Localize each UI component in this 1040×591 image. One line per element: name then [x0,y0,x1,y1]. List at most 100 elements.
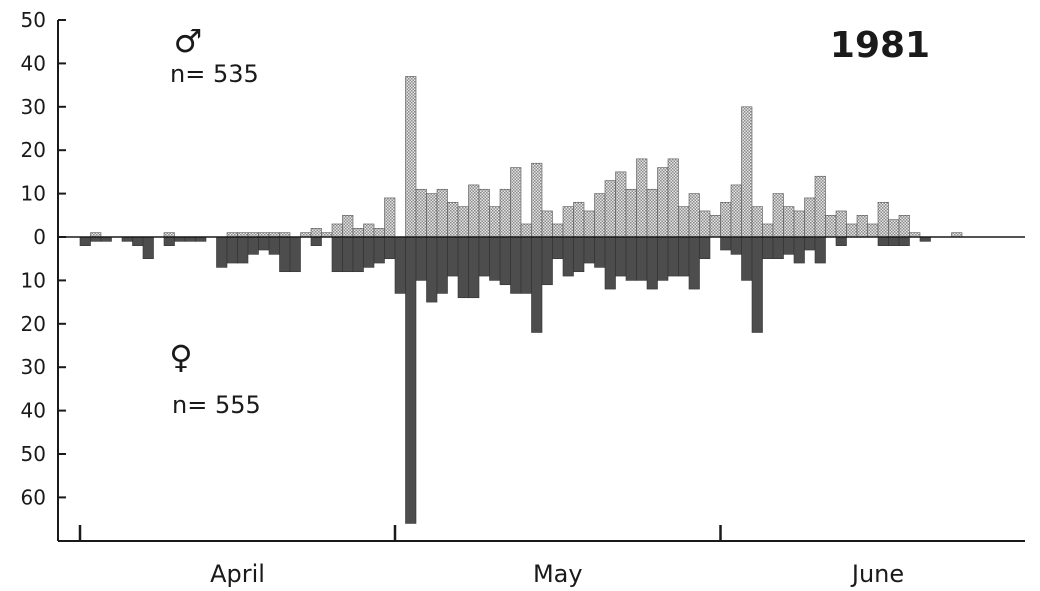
female-bar [447,236,459,277]
female-bar [531,236,543,333]
female-bar [499,236,511,286]
male-bar [793,210,805,238]
male-bar [657,167,669,238]
male-bar [520,223,532,238]
female-bar [163,236,175,246]
male-bar [877,201,889,238]
y-tick-label: 30 [21,95,46,119]
male-bar [772,193,784,238]
y-tick-label: 40 [21,399,46,423]
chart-title: 1981 [830,25,930,66]
male-bar [898,215,910,238]
female-bar [289,236,301,273]
y-tick-label: 30 [21,355,46,379]
x-axis-month-ticks: April May June [78,525,904,588]
female-bar [258,236,270,251]
female-bar [279,236,291,273]
male-bar [457,206,469,238]
female-bar [384,236,396,260]
male-bar [468,184,480,238]
female-bar [583,236,595,264]
y-tick-label: 10 [21,182,46,206]
female-bar [352,236,364,273]
female-bar [489,236,501,281]
y-axis-ticks: 50 40 30 20 10 0 10 20 30 40 50 60 [21,8,66,509]
female-bar [793,236,805,264]
male-bar [636,158,648,238]
female-bar [237,236,249,264]
male-bar [762,223,774,238]
male-bar [552,223,564,238]
male-bar [436,188,448,238]
male-bar [814,175,826,238]
female-bar [594,236,606,268]
female-bar [762,236,774,260]
male-bar [846,223,858,238]
female-count-label: n= 555 [172,391,261,419]
male-bar [888,219,900,238]
male-bar [709,215,721,238]
female-bar [835,236,847,246]
male-bar [541,210,553,238]
female-bar [142,236,154,260]
female-bar [363,236,375,268]
y-tick-label: 50 [21,442,46,466]
male-symbol-icon: ♂ [174,22,203,60]
female-bar [646,236,658,290]
male-bar [625,188,637,238]
male-bar [489,206,501,238]
female-bar [898,236,910,246]
female-bar [132,236,144,246]
y-tick-label: 20 [21,312,46,336]
male-bar [331,223,343,238]
female-bar [552,236,564,260]
male-bar [310,228,322,238]
female-bar [667,236,679,277]
male-bar [447,201,459,238]
female-bar [625,236,637,281]
male-bar [867,223,879,238]
female-bar [877,236,889,246]
male-bar [667,158,679,238]
male-bar [604,180,616,238]
male-bar [478,188,490,238]
month-label: April [210,560,265,588]
female-bar [636,236,648,281]
male-bar [583,210,595,238]
female-bar [604,236,616,290]
male-bar [531,162,543,238]
y-tick-label: 40 [21,51,46,75]
male-bar [720,201,732,238]
female-bar [79,236,91,246]
female-bar [615,236,627,277]
male-bar [384,197,396,238]
female-bar [730,236,742,255]
male-bar [678,206,690,238]
female-bar [573,236,585,273]
male-bars [90,76,963,238]
female-symbol-icon: ♀ [169,338,192,376]
male-count-label: n= 535 [170,60,259,88]
female-bar [783,236,795,255]
female-bar [405,236,417,524]
male-bar [573,201,585,238]
male-bar [646,188,658,238]
female-bar [751,236,763,333]
y-tick-label: 50 [21,8,46,32]
male-bar [741,106,753,238]
female-bar [657,236,669,281]
male-bar [342,215,354,238]
female-bar [226,236,238,264]
male-bar [825,215,837,238]
male-bar [594,193,606,238]
male-bar [373,228,385,238]
male-bar [751,206,763,238]
male-bar [363,223,375,238]
female-bar [804,236,816,251]
y-tick-label: 60 [21,485,46,509]
female-bar [468,236,480,299]
female-bar [814,236,826,264]
female-bar [720,236,732,251]
female-bar [457,236,469,299]
